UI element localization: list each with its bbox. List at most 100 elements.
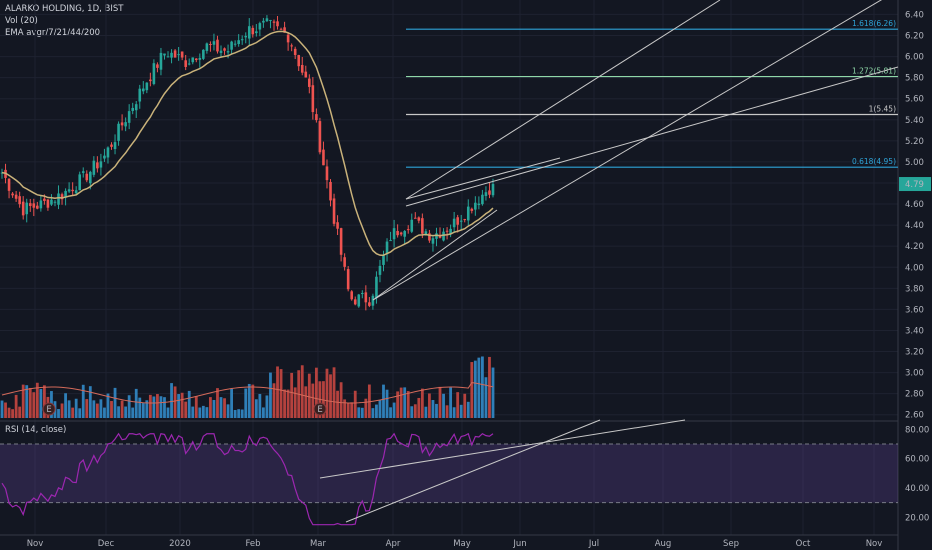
candle-body — [184, 60, 187, 67]
candle-body — [304, 71, 308, 78]
volume-bar — [329, 374, 332, 418]
candle-body — [166, 56, 170, 58]
candle-body — [194, 58, 198, 61]
volume-bar — [357, 407, 361, 418]
volume-bar — [113, 387, 117, 418]
volume-bar — [431, 400, 435, 418]
volume-bar — [233, 409, 237, 418]
volume-bar — [396, 391, 400, 418]
rsi-trend-line — [319, 419, 686, 479]
candle-body — [300, 64, 304, 73]
candle-body — [452, 218, 456, 228]
candle-body — [117, 123, 120, 141]
time-tick-label: Oct — [796, 539, 811, 549]
candle-body — [156, 64, 159, 68]
volume-bar — [247, 383, 251, 418]
volume-bar — [81, 384, 85, 418]
candle-body — [202, 49, 205, 59]
volume-bar — [99, 399, 103, 418]
candle-body — [180, 51, 184, 58]
time-tick-label: Jun — [512, 539, 526, 549]
candle-body — [247, 26, 251, 39]
volume-bar — [332, 367, 336, 418]
candle-body — [78, 174, 82, 191]
volume-bar — [307, 373, 311, 418]
ema-legend[interactable]: EMA avgr/7/21/44/200 — [5, 28, 101, 38]
rsi-pane — [0, 419, 898, 526]
candle-body — [336, 222, 339, 229]
candle-body — [141, 88, 145, 92]
candle-body — [21, 201, 25, 216]
volume-bar — [212, 399, 216, 418]
volume-bar — [226, 404, 230, 418]
trend-line — [372, 209, 498, 301]
volume-bar — [28, 387, 32, 418]
volume-bar — [254, 399, 258, 418]
candle-body — [120, 122, 124, 126]
candle-body — [346, 269, 350, 290]
candle-body — [286, 34, 290, 43]
volume-legend[interactable]: Vol (20) — [5, 16, 38, 26]
volume-bar — [300, 365, 304, 418]
candle-body — [399, 232, 403, 235]
ema-line — [1, 30, 494, 256]
volume-bar — [131, 407, 135, 418]
candle-body — [145, 82, 149, 91]
candle-body — [470, 208, 474, 211]
rsi-legend[interactable]: RSI (14, close) — [5, 425, 67, 435]
volume-bar — [473, 360, 477, 418]
volume-ma-line — [1, 382, 494, 404]
price-tick-label: 4.00 — [905, 263, 924, 273]
candle-body — [343, 257, 346, 267]
price-tick-label: 6.40 — [905, 10, 924, 20]
volume-bar — [481, 356, 484, 418]
volume-bar — [339, 382, 343, 418]
volume-bar — [364, 398, 368, 418]
volume-bar — [85, 399, 89, 418]
candle-body — [262, 20, 265, 23]
volume-bar — [237, 409, 241, 418]
fib-level-label: 1.618(6.26) — [852, 19, 896, 28]
last-price-label: 4.79 — [905, 180, 924, 190]
candle-body — [14, 194, 18, 199]
time-tick-label: Mar — [310, 539, 327, 549]
candle-body — [251, 27, 255, 35]
candle-body — [413, 217, 417, 219]
volume-bar — [42, 385, 46, 418]
volume-bar — [32, 392, 36, 418]
candle-body — [113, 142, 117, 150]
volume-bar — [124, 406, 128, 418]
candle-body — [96, 162, 99, 169]
drawing-tools[interactable]: 1.618(6.26) 1.272(5.81) 1(5.45) 0.618(4.95) — [372, 0, 899, 301]
volume-bar — [106, 393, 110, 418]
candle-body — [152, 63, 156, 84]
candle-body — [149, 79, 152, 82]
volume-bar — [25, 385, 29, 418]
time-tick-label: Nov — [866, 539, 883, 549]
volume-bar — [325, 368, 329, 418]
candle-body — [131, 107, 134, 111]
price-tick-label: 3.60 — [905, 305, 924, 315]
volume-bar — [477, 357, 481, 418]
volume-bar — [67, 400, 71, 418]
candle-body — [445, 230, 449, 232]
candle-body — [43, 198, 46, 201]
candle-body — [392, 228, 396, 240]
candle-body — [36, 205, 39, 209]
candle-body — [85, 173, 89, 181]
symbol-legend[interactable]: ALARKO HOLDING, 1D, BIST — [5, 4, 124, 14]
volume-bar — [21, 384, 25, 418]
volume-bar — [127, 395, 131, 418]
price-tick-label: 4.60 — [905, 200, 924, 210]
candle-body — [421, 218, 424, 234]
candle-body — [311, 85, 315, 113]
candle-body — [290, 45, 293, 47]
volume-bar — [191, 406, 195, 418]
candle-body — [71, 189, 74, 192]
candle-body — [396, 230, 399, 236]
time-tick-label: Nov — [27, 539, 44, 549]
candle-body — [173, 50, 177, 58]
volume-bar — [180, 392, 184, 418]
volume-bar — [240, 409, 244, 418]
